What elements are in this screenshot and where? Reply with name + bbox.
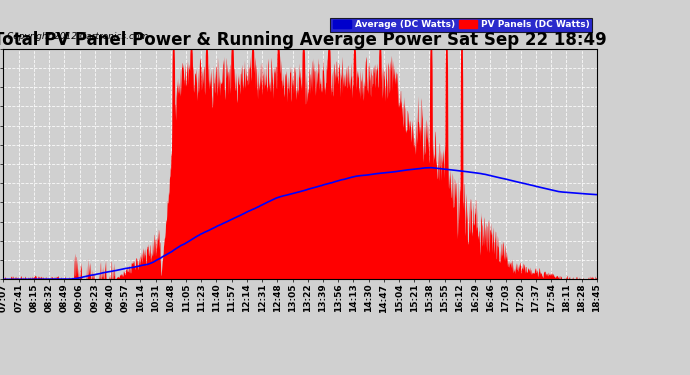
Title: Total PV Panel Power & Running Average Power Sat Sep 22 18:49: Total PV Panel Power & Running Average P… bbox=[0, 31, 607, 49]
Text: Copyright 2012 Cartronics.com: Copyright 2012 Cartronics.com bbox=[7, 32, 148, 41]
Legend: Average (DC Watts), PV Panels (DC Watts): Average (DC Watts), PV Panels (DC Watts) bbox=[331, 18, 592, 32]
